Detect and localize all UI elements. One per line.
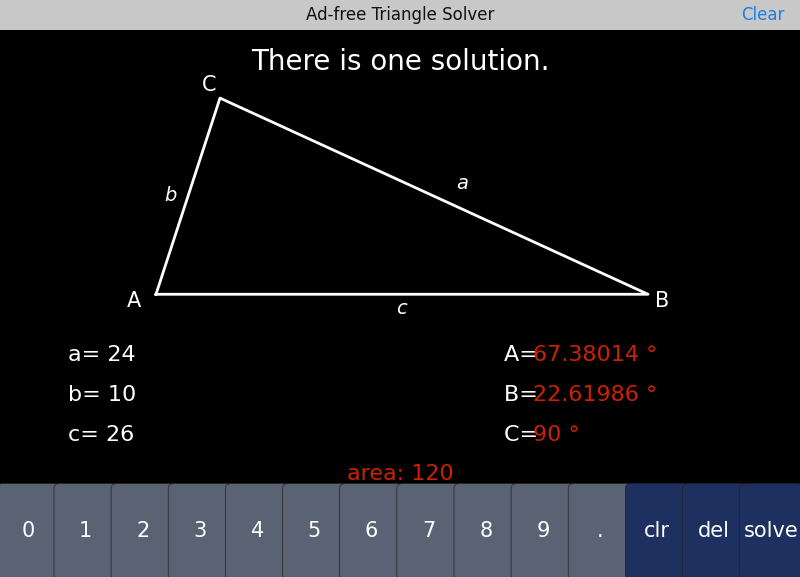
Text: .: .	[597, 522, 603, 541]
Text: b: b	[164, 186, 177, 204]
FancyBboxPatch shape	[0, 0, 800, 30]
Text: 22.61986 °: 22.61986 °	[533, 385, 657, 405]
Text: A=: A=	[504, 346, 545, 365]
Text: B=: B=	[504, 385, 545, 405]
Text: A: A	[127, 291, 142, 311]
FancyBboxPatch shape	[111, 484, 174, 577]
Text: There is one solution.: There is one solution.	[250, 48, 550, 76]
Text: 67.38014 °: 67.38014 °	[533, 346, 657, 365]
Text: 4: 4	[250, 522, 264, 541]
Text: clr: clr	[644, 522, 670, 541]
Text: 7: 7	[422, 522, 435, 541]
FancyBboxPatch shape	[226, 484, 289, 577]
Text: area: 120: area: 120	[346, 464, 454, 484]
FancyBboxPatch shape	[568, 484, 632, 577]
Text: 0: 0	[22, 522, 35, 541]
Text: a= 24: a= 24	[68, 346, 136, 365]
Text: a: a	[456, 174, 469, 193]
Text: 3: 3	[194, 522, 206, 541]
Text: 2: 2	[136, 522, 150, 541]
Text: B: B	[655, 291, 670, 311]
Text: 9: 9	[536, 522, 550, 541]
Text: Ad-free Triangle Solver: Ad-free Triangle Solver	[306, 6, 494, 24]
Text: 90 °: 90 °	[533, 425, 579, 445]
FancyBboxPatch shape	[454, 484, 518, 577]
Text: Clear: Clear	[741, 6, 784, 24]
FancyBboxPatch shape	[340, 484, 403, 577]
Text: C: C	[202, 76, 216, 95]
Text: 6: 6	[365, 522, 378, 541]
FancyBboxPatch shape	[397, 484, 460, 577]
Text: 8: 8	[479, 522, 492, 541]
FancyBboxPatch shape	[0, 484, 60, 577]
FancyBboxPatch shape	[168, 484, 232, 577]
Text: del: del	[698, 522, 730, 541]
Text: b= 10: b= 10	[68, 385, 136, 405]
Text: c: c	[396, 299, 407, 318]
Text: c= 26: c= 26	[68, 425, 134, 445]
Text: C=: C=	[504, 425, 546, 445]
Text: 1: 1	[79, 522, 92, 541]
Text: 5: 5	[308, 522, 321, 541]
FancyBboxPatch shape	[740, 484, 800, 577]
FancyBboxPatch shape	[511, 484, 574, 577]
FancyBboxPatch shape	[282, 484, 346, 577]
FancyBboxPatch shape	[682, 484, 746, 577]
FancyBboxPatch shape	[54, 484, 118, 577]
FancyBboxPatch shape	[626, 484, 689, 577]
Text: solve: solve	[744, 522, 799, 541]
